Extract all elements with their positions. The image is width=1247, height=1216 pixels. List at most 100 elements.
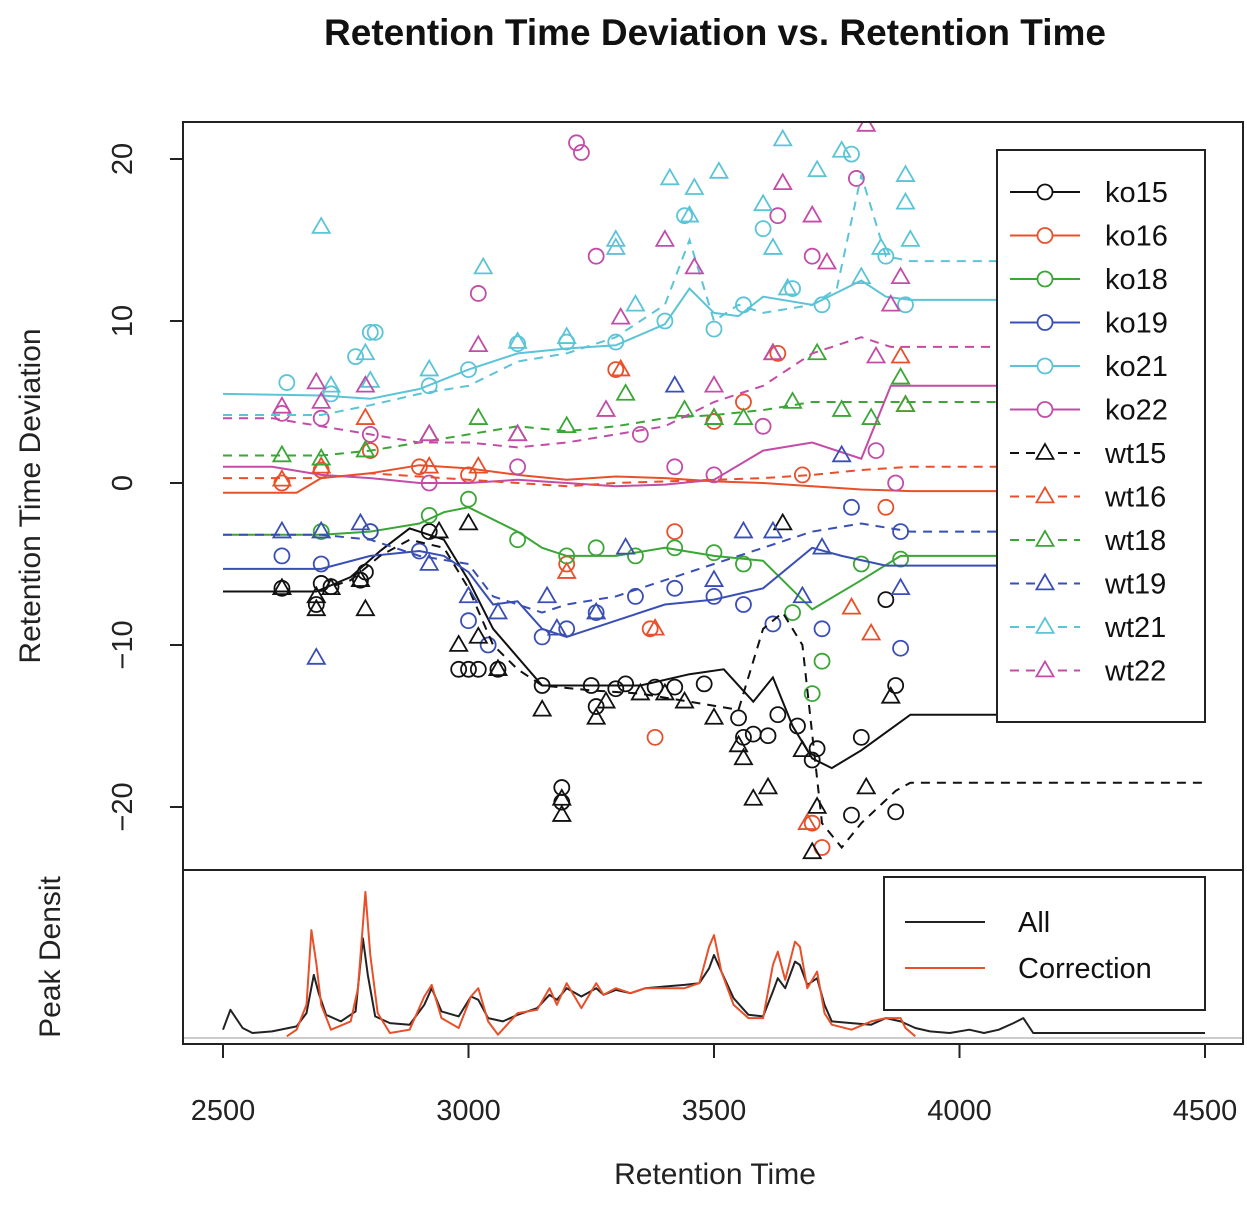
data-point-ko16 <box>646 728 664 746</box>
data-point-wt15 <box>468 626 489 644</box>
data-point-ko15 <box>460 660 477 678</box>
data-point-wt18 <box>311 447 332 466</box>
data-point-ko21 <box>278 374 296 391</box>
x-tick-label: 3000 <box>436 1095 501 1127</box>
data-point-wt22 <box>271 396 293 414</box>
data-point-ko15 <box>607 680 625 698</box>
data-point-wt22 <box>595 399 617 417</box>
data-point-wt19 <box>536 585 558 604</box>
data-point-ko22 <box>568 134 585 152</box>
data-point-wt15 <box>355 598 376 617</box>
data-point-ko19 <box>764 615 782 633</box>
data-point-ko15 <box>695 675 713 693</box>
data-point-wt21 <box>807 159 828 178</box>
series-wt22 <box>223 123 1205 449</box>
data-point-ko19 <box>813 620 831 638</box>
deviation-panel: −20 −10 0 10 20 Retention Time Deviation ko1… <box>14 121 1244 871</box>
series-line-wt15 <box>223 538 1205 850</box>
data-point-wt15 <box>428 520 450 539</box>
data-point-wt21 <box>895 191 916 210</box>
data-point-wt21 <box>355 342 376 361</box>
data-point-wt18 <box>355 439 376 458</box>
data-point-wt15 <box>856 776 877 795</box>
data-point-ko19 <box>558 620 576 638</box>
data-point-wt22 <box>654 229 676 247</box>
data-point-wt21 <box>900 229 921 247</box>
data-point-wt16 <box>797 812 818 830</box>
data-point-ko21 <box>366 323 384 341</box>
legend-marker-ko16 <box>1036 227 1054 244</box>
data-point-wt15 <box>772 512 793 531</box>
data-point-ko16 <box>607 361 625 379</box>
legend-marker-ko22 <box>1036 401 1054 418</box>
x-tick-label: 3500 <box>682 1095 747 1127</box>
data-point-wt15 <box>595 690 617 709</box>
data-point-wt22 <box>468 334 489 353</box>
data-point-ko15 <box>587 698 605 715</box>
data-point-ko22 <box>666 458 684 476</box>
data-point-ko16 <box>666 523 684 540</box>
data-point-wt15 <box>757 776 779 795</box>
data-point-wt22 <box>865 345 887 364</box>
data-point-ko22 <box>769 207 787 225</box>
data-point-ko22 <box>705 466 723 484</box>
data-point-ko18 <box>813 652 831 670</box>
data-point-wt15 <box>802 841 823 860</box>
y-axis-ticks: −20 −10 0 10 20 <box>107 143 183 832</box>
density-line-correction <box>286 890 916 1038</box>
data-point-ko15 <box>769 706 787 724</box>
data-point-wt15 <box>792 739 813 758</box>
data-point-wt22 <box>311 391 332 409</box>
data-point-ko19 <box>410 542 428 560</box>
data-point-wt19 <box>792 585 813 604</box>
density-y-axis-label: Peak Densit <box>34 875 67 1037</box>
data-point-wt19 <box>586 601 607 620</box>
data-point-ko16 <box>793 466 811 484</box>
data-point-ko18 <box>420 507 438 524</box>
data-point-ko22 <box>587 247 605 265</box>
x-axis-ticks: 2500 3000 3500 4000 4500 <box>191 1043 1237 1127</box>
data-point-ko16 <box>735 393 752 411</box>
data-point-ko18 <box>627 547 644 565</box>
data-point-wt15 <box>306 598 327 617</box>
data-point-wt22 <box>772 172 793 191</box>
legend-label-wt18: wt18 <box>1104 525 1166 557</box>
data-point-wt19 <box>664 374 685 393</box>
data-point-wt21 <box>605 237 626 255</box>
data-point-ko21 <box>322 385 340 403</box>
data-point-ko21 <box>735 296 752 314</box>
legend-marker-ko15 <box>1036 183 1054 201</box>
data-point-wt22 <box>684 256 705 275</box>
data-point-ko19 <box>666 579 684 597</box>
data-point-ko15 <box>887 677 905 694</box>
data-point-wt15 <box>733 747 754 766</box>
data-point-wt16 <box>895 394 916 412</box>
peak-density-panel: Peak Densit All Correction <box>34 869 1244 1045</box>
data-point-ko15 <box>744 725 762 743</box>
data-point-ko21 <box>705 320 723 338</box>
data-point-ko22 <box>754 417 772 435</box>
y-tick-label: −10 <box>107 620 139 669</box>
data-point-wt18 <box>807 342 828 361</box>
data-point-wt19 <box>271 520 293 539</box>
data-point-wt22 <box>880 293 901 312</box>
data-point-wt15 <box>728 734 749 753</box>
data-point-wt22 <box>306 371 327 390</box>
data-point-wt18 <box>703 407 725 425</box>
data-point-wt21 <box>507 331 528 349</box>
series-wt15 <box>223 512 1205 860</box>
deviation-legend: ko15 ko16 ko18 ko19 ko21 ko22 wt15 wt16 wt18 wt19… <box>996 149 1206 723</box>
legend-label-wt16: wt16 <box>1104 482 1166 514</box>
data-point-wt19 <box>350 512 371 531</box>
data-point-ko21 <box>656 312 674 330</box>
data-point-ko16 <box>410 458 428 476</box>
data-point-ko21 <box>676 207 693 225</box>
data-point-wt15 <box>703 707 725 725</box>
data-point-wt18 <box>861 407 882 425</box>
legend-label-wt15: wt15 <box>1104 438 1166 470</box>
data-point-ko16 <box>769 344 787 362</box>
legend-marker-wt15 <box>1034 442 1056 460</box>
data-point-wt15 <box>271 577 293 596</box>
data-point-wt15 <box>654 682 676 701</box>
data-point-wt21 <box>311 216 332 234</box>
